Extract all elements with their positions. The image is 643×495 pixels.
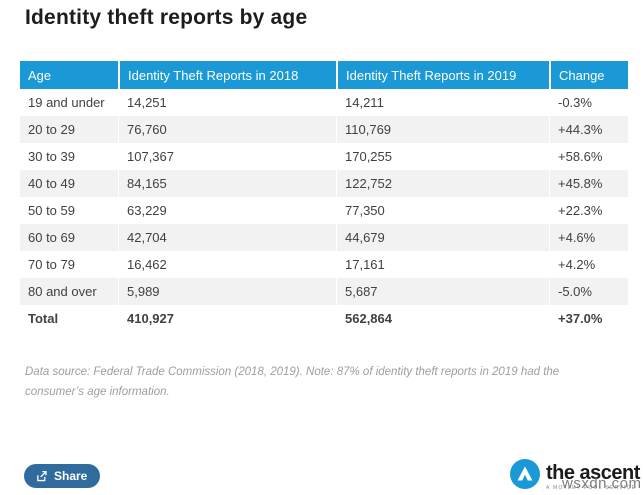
total-label: Total (20, 305, 118, 332)
page-title: Identity theft reports by age (25, 6, 308, 29)
cell-y2018: 107,367 (118, 143, 336, 170)
cell-change: +58.6% (549, 143, 628, 170)
cell-change: +4.6% (549, 224, 628, 251)
cell-y2019: 17,161 (336, 251, 549, 278)
table-row: 60 to 69 42,704 44,679 +4.6% (20, 224, 628, 251)
table-row: 40 to 49 84,165 122,752 +45.8% (20, 170, 628, 197)
cell-y2018: 14,251 (118, 89, 336, 116)
table-row: 80 and over 5,989 5,687 -5.0% (20, 278, 628, 305)
brand-tagline: A MOTLEY FOOL SERVICE (546, 484, 637, 491)
ascent-logo-icon (510, 459, 540, 494)
cell-age: 70 to 79 (28, 257, 75, 272)
identity-theft-table: Age Identity Theft Reports in 2018 Ident… (20, 61, 628, 332)
cell-y2018: 84,165 (118, 170, 336, 197)
share-button[interactable]: Share (24, 464, 101, 488)
header-row: Age Identity Theft Reports in 2018 Ident… (20, 61, 628, 89)
cell-age: 50 to 59 (28, 203, 75, 218)
table-row: 70 to 79 16,462 17,161 +4.2% (20, 251, 628, 278)
cell-change: +22.3% (549, 197, 628, 224)
cell-y2019: 14,211 (336, 89, 549, 116)
total-2019: 562,864 (336, 305, 549, 332)
table-header: Age Identity Theft Reports in 2018 Ident… (20, 61, 628, 89)
share-icon (35, 470, 48, 483)
cell-age: 40 to 49 (20, 170, 118, 197)
table-row: 19 and under 14,251 14,211 -0.3% (20, 89, 628, 116)
cell-age: 30 to 39 (28, 149, 75, 164)
cell-y2019: 5,687 (336, 278, 549, 305)
cell-y2018: 63,229 (118, 197, 336, 224)
cell-age: 19 and under (28, 95, 105, 110)
header-change: Change (549, 61, 628, 89)
share-label: Share (54, 469, 88, 483)
cell-change: +4.2% (549, 251, 628, 278)
header-age: Age (20, 61, 118, 89)
cell-y2019: 110,769 (336, 116, 549, 143)
table-footer: Total 410,927 562,864 +37.0% (20, 305, 628, 332)
total-row: Total 410,927 562,864 +37.0% (20, 305, 628, 332)
table-row: 30 to 39 107,367 170,255 +58.6% (20, 143, 628, 170)
cell-change: -0.3% (549, 89, 628, 116)
cell-age: 60 to 69 (20, 224, 118, 251)
cell-y2019: 44,679 (336, 224, 549, 251)
table-row: 50 to 59 63,229 77,350 +22.3% (20, 197, 628, 224)
cell-y2018: 5,989 (118, 278, 336, 305)
table-row: 20 to 29 76,760 110,769 +44.3% (20, 116, 628, 143)
table-body: 19 and under 14,251 14,211 -0.3% 20 to 29 76,… (20, 89, 628, 305)
cell-y2018: 42,704 (118, 224, 336, 251)
header-2018: Identity Theft Reports in 2018 (118, 61, 336, 89)
cell-y2018: 16,462 (118, 251, 336, 278)
cell-change: -5.0% (549, 278, 628, 305)
total-2018: 410,927 (118, 305, 336, 332)
cell-y2019: 170,255 (336, 143, 549, 170)
cell-y2019: 122,752 (336, 170, 549, 197)
cell-age: 80 and over (20, 278, 118, 305)
total-change: +37.0% (549, 305, 628, 332)
brand-name: the ascent (546, 461, 640, 484)
source-note: Data source: Federal Trade Commission (2… (25, 366, 560, 399)
cell-y2018: 76,760 (118, 116, 336, 143)
cell-change: +45.8% (549, 170, 628, 197)
cell-change: +44.3% (549, 116, 628, 143)
cell-age: 20 to 29 (20, 116, 118, 143)
watermark-text: wsxdn.com (562, 475, 642, 492)
header-2019: Identity Theft Reports in 2019 (336, 61, 549, 89)
brand-logo: the ascent A MOTLEY FOOL SERVICE (510, 459, 640, 494)
cell-y2019: 77,350 (336, 197, 549, 224)
